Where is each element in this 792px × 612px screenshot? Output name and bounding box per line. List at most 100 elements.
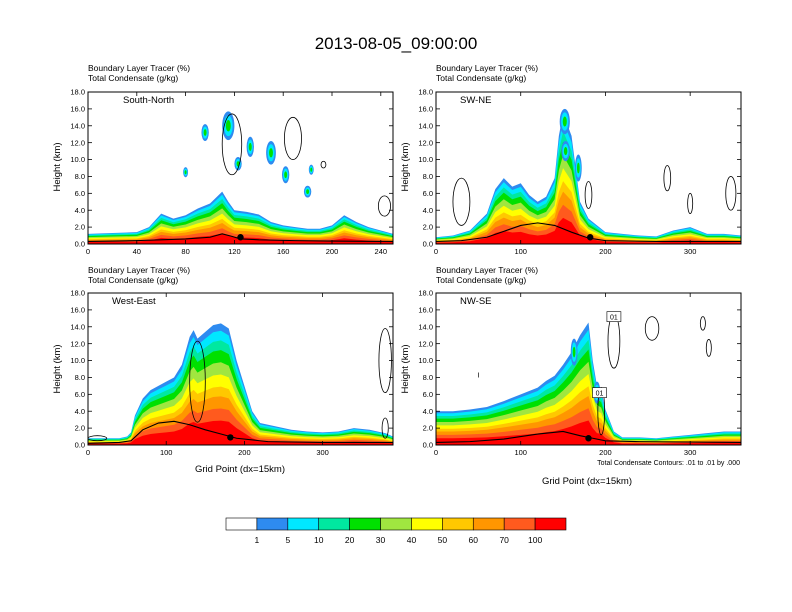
anvil-blob-center	[225, 120, 231, 132]
colorbar-label: 50	[438, 535, 448, 545]
plot-frame	[87, 91, 394, 245]
plot-area: 0.0 2.0 4.0 6.0 8.0 10.0 12.0 14.0 16.0 18.0 0 100 2…	[418, 289, 742, 457]
anvil-blob-center	[269, 148, 273, 158]
y-tick-label: 14.0	[418, 121, 433, 130]
colorbar-label: 30	[376, 535, 386, 545]
y-tick-label: 18.0	[418, 289, 433, 298]
x-tick-label: 80	[181, 247, 189, 256]
y-axis-label: Height (km)	[52, 344, 63, 393]
colorbar-swatch	[472, 517, 505, 531]
y-tick-label: 14.0	[418, 322, 433, 331]
panel-sw-ne: Boundary Layer Tracer (%) Total Condensa…	[400, 63, 742, 256]
terrain-line	[436, 222, 741, 243]
y-tick-label: 12.0	[70, 339, 85, 348]
y-tick-label: 10.0	[70, 356, 85, 365]
x-tick-label: 100	[514, 448, 527, 457]
y-tick-label: 6.0	[75, 390, 85, 399]
x-tick-label: 100	[514, 247, 527, 256]
colorbar-swatch	[225, 517, 258, 531]
y-tick-label: 2.0	[75, 424, 85, 433]
panel-header-fill: Boundary Layer Tracer (%)	[88, 63, 190, 73]
x-tick-label: 200	[238, 448, 251, 457]
y-tick-label: 14.0	[70, 322, 85, 331]
colorbar-label: 100	[528, 535, 542, 545]
tracer-fill-level-10	[436, 217, 741, 244]
location-marker	[227, 434, 234, 441]
colorbar-swatch	[349, 517, 381, 531]
x-tick-label: 0	[434, 247, 438, 256]
y-tick-label: 0.0	[75, 441, 85, 450]
colorbar-swatch	[380, 517, 412, 531]
panel-label: West-East	[112, 296, 156, 307]
condensate-contour	[699, 316, 706, 331]
condensate-contour	[663, 165, 672, 192]
y-tick-label: 6.0	[423, 189, 433, 198]
y-tick-label: 2.0	[423, 223, 433, 232]
condensate-contour	[284, 116, 302, 160]
anvil-blob-center	[284, 171, 288, 179]
contour-label-box	[592, 387, 607, 398]
x-axis-label: Grid Point (dx=15km)	[542, 476, 632, 487]
y-tick-label: 6.0	[75, 189, 85, 198]
condensate-contour	[452, 177, 471, 226]
tracer-fill-level-10	[88, 420, 393, 445]
condensate-contour	[687, 192, 694, 214]
colorbar-label: 5	[285, 535, 290, 545]
plot-inner	[436, 108, 741, 244]
y-tick-label: 8.0	[423, 373, 433, 382]
panel-header-fill: Boundary Layer Tracer (%)	[436, 265, 538, 275]
y-tick-label: 2.0	[75, 223, 85, 232]
plot-inner	[88, 111, 393, 244]
plot-frame	[435, 91, 742, 245]
location-marker	[237, 234, 244, 241]
contour-label-text: 01	[596, 391, 604, 398]
colorbar-label: 1	[255, 535, 260, 545]
y-tick-label: 8.0	[75, 172, 85, 181]
x-tick-label: 160	[277, 247, 290, 256]
condensate-contour	[320, 160, 327, 169]
x-tick-label: 100	[160, 448, 173, 457]
x-tick-label: 200	[326, 247, 339, 256]
condensate-contour	[189, 340, 206, 423]
x-tick-label: 240	[375, 247, 388, 256]
tracer-fill-level-10	[436, 420, 741, 445]
y-tick-label: 16.0	[70, 305, 85, 314]
plot-inner	[88, 323, 393, 445]
y-tick-label: 12.0	[418, 138, 433, 147]
colorbar-label: 10	[314, 535, 324, 545]
y-tick-label: 2.0	[423, 424, 433, 433]
condensate-contour	[381, 417, 389, 439]
colorbar-swatch	[318, 517, 350, 531]
anvil-blob-center	[562, 116, 567, 127]
panel-west-east: Boundary Layer Tracer (%) Total Condensa…	[52, 265, 394, 475]
x-tick-label: 300	[316, 448, 329, 457]
plot-frame	[435, 292, 742, 446]
panel-header-fill: Boundary Layer Tracer (%)	[436, 63, 538, 73]
colorbar-label: 70	[499, 535, 509, 545]
plot-area: 0.0 2.0 4.0 6.0 8.0 10.0 12.0 14.0 16.0 18.0 0 100 2…	[70, 289, 394, 457]
plot-area: 0.0 2.0 4.0 6.0 8.0 10.0 12.0 14.0 16.0 18.0 0 100 2…	[418, 88, 742, 256]
x-tick-label: 300	[684, 448, 697, 457]
y-tick-label: 8.0	[423, 172, 433, 181]
plot-frame	[87, 292, 394, 446]
x-axis-label: Grid Point (dx=15km)	[195, 464, 285, 475]
y-tick-label: 4.0	[423, 407, 433, 416]
anvil-blob-center	[563, 147, 568, 156]
y-tick-label: 18.0	[70, 88, 85, 97]
condensate-contour	[725, 176, 737, 211]
location-marker	[586, 234, 594, 241]
condensate-contour	[644, 316, 660, 341]
y-tick-label: 10.0	[418, 356, 433, 365]
anvil-blob-center	[576, 162, 580, 174]
y-tick-label: 16.0	[418, 104, 433, 113]
y-tick-label: 12.0	[70, 138, 85, 147]
stray-contour-mark: I	[477, 370, 479, 379]
x-tick-label: 0	[86, 247, 90, 256]
x-tick-label: 120	[228, 247, 241, 256]
y-tick-label: 4.0	[75, 206, 85, 215]
colorbar-label: 20	[345, 535, 355, 545]
colorbar-swatch	[287, 517, 320, 531]
condensate-contour	[607, 313, 621, 369]
contour-label-box	[606, 311, 622, 322]
condensate-contour	[377, 195, 391, 217]
